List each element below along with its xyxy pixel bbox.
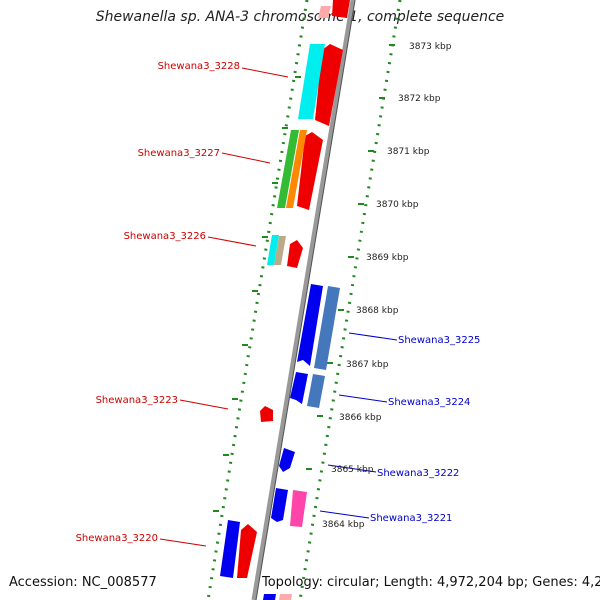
forward-genes [220, 0, 350, 578]
gene-arrow-3220-a [237, 524, 257, 578]
gene-arrow-3227-a [297, 132, 323, 210]
gene-label[interactable]: Shewana3_3220 [76, 533, 158, 544]
gene-label[interactable]: Shewana3_3224 [388, 397, 470, 408]
summary-text: Topology: circular; Length: 4,972,204 bp… [262, 575, 600, 590]
gene-box-3227-b [286, 130, 307, 208]
gene-label[interactable]: Shewana3_3225 [398, 335, 480, 346]
gene-arrow-3221-a [271, 488, 288, 522]
gene-box-bottom-a [263, 594, 276, 600]
gene-labels: Shewana3_3228 Shewana3_3227 Shewana3_322… [76, 61, 481, 544]
forward-leaders [159, 67, 289, 547]
map-title: Shewanella sp. ANA-3 chromosome 1, compl… [95, 9, 505, 25]
tick-label: 3865 kbp [331, 465, 374, 475]
gene-arrow-3226-a [287, 240, 303, 268]
backbone-shade [255, 0, 356, 600]
tick-label: 3868 kbp [356, 306, 399, 316]
reverse-leaders [319, 332, 398, 519]
gene-label[interactable]: Shewana3_3227 [138, 148, 220, 159]
gene-box-3228-b [298, 44, 325, 119]
gene-box-3221-b [290, 490, 307, 527]
tick-label: 3871 kbp [387, 147, 430, 157]
gene-arrow-3224-a [290, 372, 308, 404]
gene-label[interactable]: Shewana3_3222 [377, 468, 459, 479]
reverse-genes [263, 284, 340, 600]
gene-box-bottom-b [279, 594, 292, 600]
tick-label: 3866 kbp [339, 413, 382, 423]
accession-text: Accession: NC_008577 [9, 575, 157, 590]
gene-arrow-3223 [260, 406, 273, 422]
gene-label[interactable]: Shewana3_3221 [370, 513, 452, 524]
gene-arrow-top [332, 0, 350, 18]
gene-box-3225-b [314, 286, 340, 370]
gene-label[interactable]: Shewana3_3228 [158, 61, 240, 72]
gene-box-3226-b [274, 236, 286, 265]
gene-box-3224-b [307, 374, 325, 408]
tick-label: 3872 kbp [398, 94, 441, 104]
tick-label: 3870 kbp [376, 200, 419, 210]
tick-label: 3873 kbp [409, 42, 452, 52]
chromosome-backbone [251, 0, 356, 600]
tick-label: 3864 kbp [322, 520, 365, 530]
gene-box-3227-c [277, 130, 299, 208]
gene-label[interactable]: Shewana3_3226 [124, 231, 206, 242]
gene-box-3220-b [220, 520, 240, 578]
gene-arrow-3225-a [297, 284, 323, 366]
gene-box-top [318, 6, 331, 18]
gene-arrow-3222 [279, 448, 295, 472]
gene-box-3226-c [267, 235, 279, 265]
tick-labels: 3873 kbp 3872 kbp 3871 kbp 3870 kbp 3869… [322, 42, 452, 530]
tick-label: 3867 kbp [346, 360, 389, 370]
tick-label: 3869 kbp [366, 253, 409, 263]
left-ring-dashes [213, 76, 301, 512]
gene-label[interactable]: Shewana3_3223 [96, 395, 178, 406]
gene-arrow-3228-a [315, 44, 343, 126]
